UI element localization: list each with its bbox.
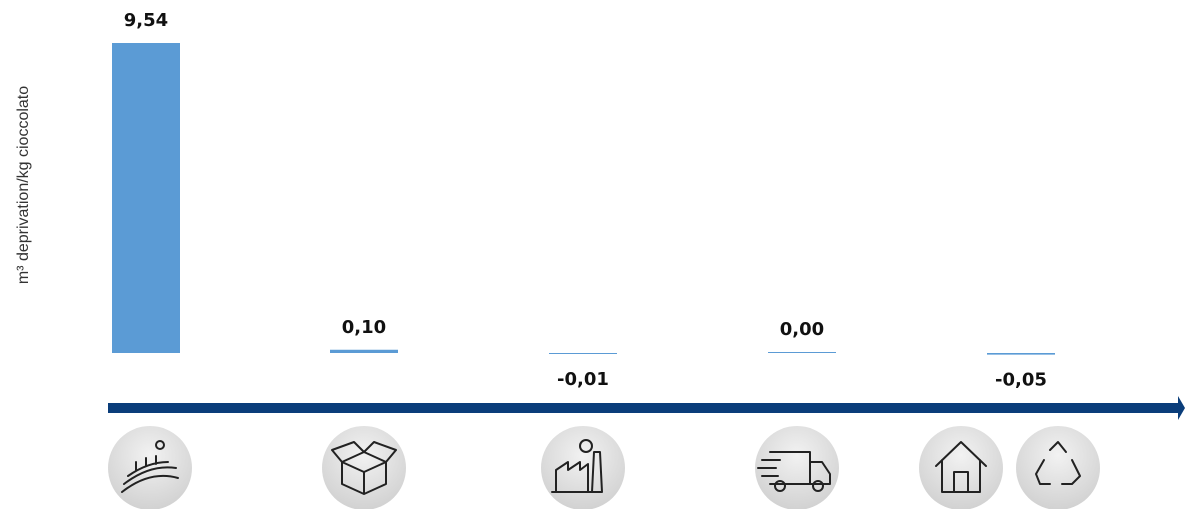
truck-icon	[757, 451, 831, 485]
value-label: -0,01	[557, 369, 609, 390]
value-label: 9,54	[124, 10, 168, 31]
timeline-bar	[108, 403, 1178, 413]
home-icon	[935, 441, 987, 493]
bar	[330, 349, 398, 353]
value-label: -0,05	[995, 370, 1047, 391]
package-icon	[331, 441, 397, 495]
timeline-arrow	[1178, 396, 1185, 420]
sun-icon	[155, 440, 165, 450]
wheel	[774, 480, 786, 492]
bar	[768, 352, 836, 353]
icon-bg	[919, 426, 1003, 509]
value-label: 0,00	[780, 319, 824, 340]
icon-bg	[108, 426, 192, 509]
bar	[987, 353, 1055, 355]
factory-icon	[551, 451, 603, 493]
smoke-icon	[579, 439, 593, 453]
value-label: 0,10	[342, 317, 386, 338]
bar	[112, 43, 180, 353]
timeline	[108, 396, 1185, 420]
icon-bg	[1016, 426, 1100, 509]
stage-icons	[108, 426, 1100, 509]
recycle-icon	[1035, 441, 1081, 485]
bar	[549, 353, 617, 354]
icon-bg	[322, 426, 406, 509]
farm-icon	[121, 455, 179, 493]
wheel	[812, 480, 824, 492]
y-axis-label: m³ deprivation/kg cioccolato	[15, 86, 32, 284]
